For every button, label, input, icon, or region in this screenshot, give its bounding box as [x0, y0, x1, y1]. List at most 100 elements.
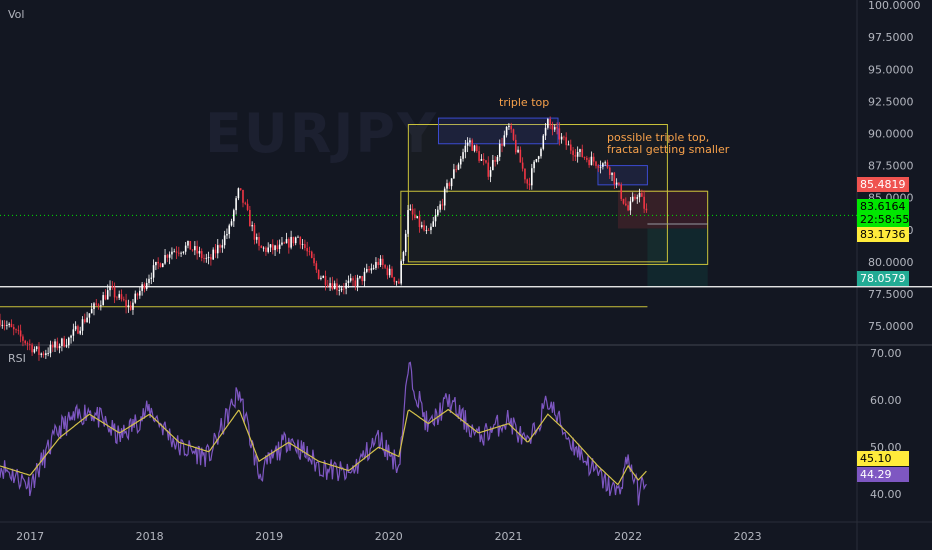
candle-body: [219, 245, 221, 248]
candle-body: [111, 285, 114, 288]
candle-body: [581, 149, 584, 158]
candle-body: [67, 337, 70, 346]
candle-body: [437, 209, 439, 216]
candle-body: [136, 293, 139, 296]
candle-body: [631, 196, 634, 202]
candle-body: [418, 216, 421, 228]
candle-body: [97, 304, 100, 306]
candle-body: [572, 150, 574, 156]
candle-body: [402, 252, 405, 262]
candle-body: [242, 189, 244, 203]
candle-body: [221, 245, 224, 248]
candle-body: [81, 319, 84, 331]
candle-body: [182, 251, 185, 253]
price-tick-label: 80.0000: [868, 256, 914, 269]
candle-body: [365, 268, 368, 272]
rsi-ma-line: [0, 408, 647, 486]
candle-body: [354, 280, 357, 287]
candle-body: [258, 236, 260, 246]
candle-body: [226, 234, 228, 236]
candle-body: [58, 346, 61, 349]
candle-body: [361, 276, 363, 282]
candle-body: [521, 162, 524, 169]
candle-body: [54, 341, 56, 348]
candle-body: [262, 247, 265, 249]
candle-body: [65, 345, 68, 347]
candle-body: [414, 214, 416, 219]
candle-body: [487, 162, 490, 177]
time-tick-label: 2019: [255, 530, 283, 543]
candle-body: [382, 258, 384, 265]
time-tick-label: 2020: [375, 530, 403, 543]
candle-body: [349, 278, 352, 281]
candle-body: [72, 329, 75, 336]
candle-body: [489, 170, 492, 177]
price-tick-label: 95.0000: [868, 63, 914, 76]
candle-body: [84, 319, 86, 323]
candle-body: [338, 290, 341, 292]
fractal-box: [597, 165, 648, 186]
candle-body: [306, 248, 308, 252]
candle-body: [549, 119, 551, 126]
candle-body: [457, 164, 460, 170]
candle-body: [109, 285, 111, 291]
price-tick-label: 100.0000: [868, 0, 921, 12]
candle-body: [40, 353, 43, 355]
candle-body: [409, 208, 412, 211]
candle-body: [255, 236, 258, 240]
price-tick-label: 87.5000: [868, 160, 914, 173]
candle-body: [377, 262, 380, 266]
candle-body: [187, 240, 189, 246]
candle-body: [427, 230, 430, 231]
candle-body: [485, 160, 487, 163]
candle-body: [411, 208, 414, 215]
candle-body: [560, 136, 563, 140]
candle-body: [90, 309, 93, 314]
candle-body: [228, 225, 231, 235]
candle-body: [164, 255, 166, 264]
candle-body: [274, 245, 276, 251]
candle-body: [122, 299, 125, 301]
candle-body: [576, 151, 579, 157]
candle-body: [315, 263, 318, 270]
candle-body: [317, 269, 320, 280]
candle-body: [26, 343, 29, 345]
candle-body: [629, 201, 632, 211]
candle-body: [583, 157, 586, 158]
candle-body: [45, 353, 47, 356]
price-tick-label: 77.5000: [868, 288, 914, 301]
candle-body: [620, 184, 623, 199]
candle-body: [93, 303, 95, 310]
candle-body: [634, 196, 636, 199]
candle-body: [95, 303, 98, 305]
candle-body: [556, 127, 558, 129]
candle-body: [180, 252, 182, 254]
countdown-badge: 22:58:55: [857, 212, 909, 227]
candle-body: [203, 258, 205, 259]
price-tick-label: 90.0000: [868, 127, 914, 140]
candle-body: [297, 236, 299, 238]
candle-body: [519, 149, 522, 163]
candle-body: [42, 353, 45, 356]
time-tick-label: 2022: [614, 530, 642, 543]
candle-body: [22, 336, 24, 341]
high-level-badge: 85.4819: [857, 177, 909, 192]
candle-body: [524, 168, 526, 180]
candle-body: [239, 188, 242, 190]
candle-body: [336, 283, 338, 291]
candle-body: [161, 263, 164, 268]
candle-body: [505, 126, 508, 136]
candle-body: [462, 152, 464, 159]
candle-body: [453, 169, 455, 179]
candle-body: [33, 349, 36, 353]
low-level-badge: 83.1736: [857, 227, 909, 242]
candle-body: [535, 158, 538, 162]
candle-body: [627, 205, 629, 211]
candle-body: [517, 149, 519, 153]
candle-body: [310, 251, 313, 258]
volume-pane-label: Vol: [8, 8, 25, 21]
candle-body: [198, 251, 201, 254]
candle-body: [74, 326, 77, 330]
